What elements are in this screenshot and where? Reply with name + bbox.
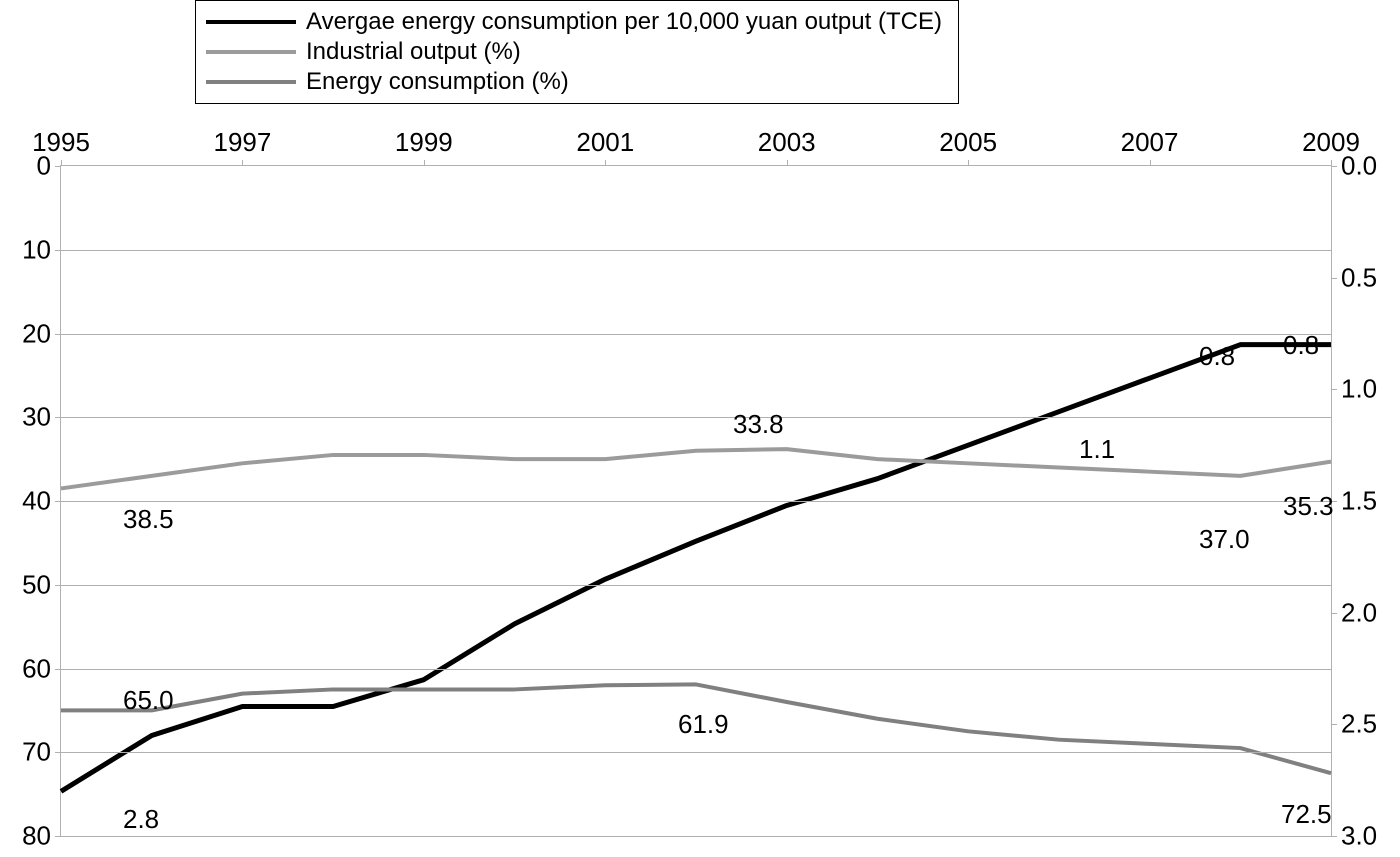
data-label: 0.8 xyxy=(1199,341,1235,372)
y-right-tick-label: 1.5 xyxy=(1331,486,1377,517)
data-label: 2.8 xyxy=(123,804,159,835)
y-left-tick-label: 20 xyxy=(22,318,61,349)
legend-swatch xyxy=(206,20,296,24)
data-label: 37.0 xyxy=(1199,524,1250,555)
y-left-tick-label: 60 xyxy=(22,653,61,684)
y-left-tick-label: 30 xyxy=(22,402,61,433)
data-label: 35.3 xyxy=(1283,491,1334,522)
data-label: 72.5 xyxy=(1281,799,1332,830)
legend-item: Energy consumption (%) xyxy=(206,67,942,97)
legend-swatch xyxy=(206,80,296,84)
y-right-tick-label: 0.5 xyxy=(1331,262,1377,293)
legend-item: Avergae energy consumption per 10,000 yu… xyxy=(206,7,942,37)
x-tick-label: 2009 xyxy=(1302,127,1360,166)
x-tick-label: 1995 xyxy=(32,127,90,166)
y-right-tick-label: 3.0 xyxy=(1331,821,1377,852)
x-tick-label: 2001 xyxy=(576,127,634,166)
data-label: 1.1 xyxy=(1079,434,1115,465)
y-left-tick-label: 40 xyxy=(22,486,61,517)
gridline xyxy=(61,585,1331,586)
y-right-tick-label: 1.0 xyxy=(1331,374,1377,405)
data-label: 61.9 xyxy=(678,709,729,740)
y-right-tick-label: 2.5 xyxy=(1331,709,1377,740)
data-label: 0.8 xyxy=(1283,330,1319,361)
legend-label: Energy consumption (%) xyxy=(306,68,569,96)
gridline xyxy=(61,752,1331,753)
x-tick-label: 2003 xyxy=(758,127,816,166)
x-tick-label: 2007 xyxy=(1121,127,1179,166)
y-left-tick-label: 10 xyxy=(22,234,61,265)
legend: Avergae energy consumption per 10,000 yu… xyxy=(195,0,959,104)
y-left-tick-label: 50 xyxy=(22,569,61,600)
legend-label: Avergae energy consumption per 10,000 yu… xyxy=(306,8,942,36)
series-industrial_output_pct xyxy=(61,449,1331,488)
gridline xyxy=(61,669,1331,670)
plot-area: 010203040506070800.00.51.01.52.02.53.019… xyxy=(60,165,1332,837)
chart-container: Avergae energy consumption per 10,000 yu… xyxy=(0,0,1400,857)
data-label: 33.8 xyxy=(733,409,784,440)
legend-item: Industrial output (%) xyxy=(206,37,942,67)
x-tick-label: 1999 xyxy=(395,127,453,166)
y-left-tick-label: 70 xyxy=(22,737,61,768)
gridline xyxy=(61,501,1331,502)
gridline xyxy=(61,334,1331,335)
gridline xyxy=(61,250,1331,251)
x-tick-label: 1997 xyxy=(214,127,272,166)
data-label: 65.0 xyxy=(123,685,174,716)
legend-swatch xyxy=(206,50,296,54)
x-tick-label: 2005 xyxy=(939,127,997,166)
y-right-tick-label: 2.0 xyxy=(1331,597,1377,628)
y-left-tick-label: 80 xyxy=(22,821,61,852)
gridline xyxy=(61,417,1331,418)
data-label: 38.5 xyxy=(123,504,174,535)
legend-label: Industrial output (%) xyxy=(306,38,521,66)
